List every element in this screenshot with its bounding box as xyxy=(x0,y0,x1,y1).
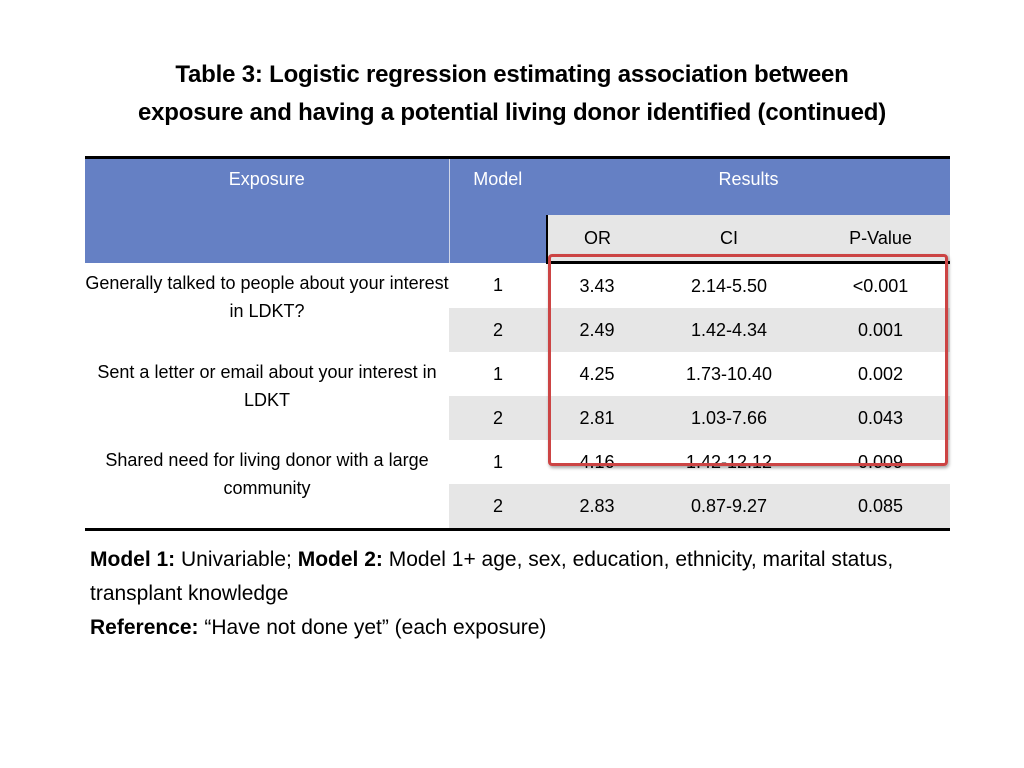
pvalue-cell: 0.009 xyxy=(811,440,951,484)
model2-label: Model 2: xyxy=(297,548,383,571)
header-or: OR xyxy=(546,215,647,264)
exposure-cell: Sent a letter or email about your intere… xyxy=(85,352,449,440)
reference-text: “Have not done yet” (each exposure) xyxy=(198,616,547,639)
pvalue-cell: 0.043 xyxy=(811,396,951,440)
table-notes: Model 1: Univariable; Model 2: Model 1+ … xyxy=(90,543,950,645)
title-line-2: exposure and having a potential living d… xyxy=(138,99,886,126)
header-results: Results xyxy=(547,156,951,215)
model2-text: Model 1+ age, sex, education, ethnicity,… xyxy=(90,548,894,605)
model-cell: 2 xyxy=(449,396,547,440)
ci-cell: 1.42-4.34 xyxy=(647,308,811,352)
table-row: Sent a letter or email about your intere… xyxy=(85,352,951,440)
table-row: Shared need for living donor with a larg… xyxy=(85,440,951,531)
model-cell: 1 xyxy=(449,262,547,308)
pvalue-cell: <0.001 xyxy=(811,262,951,308)
ci-cell: 1.73-10.40 xyxy=(647,352,811,396)
title-line-1: Table 3: Logistic regression estimating … xyxy=(175,61,849,88)
ci-cell: 2.14-5.50 xyxy=(647,262,811,308)
table-row: 2 2.49 1.42-4.34 0.001 xyxy=(85,308,951,352)
pvalue-cell: 0.001 xyxy=(811,308,951,352)
table-row: Generally talked to people about your in… xyxy=(85,262,951,352)
ci-cell: 1.42-12.12 xyxy=(647,440,811,484)
model-cell: 2 xyxy=(449,308,547,352)
header-model: Model xyxy=(449,156,547,263)
or-cell: 4.16 xyxy=(547,440,647,484)
exposure-cell: Shared need for living donor with a larg… xyxy=(85,440,449,531)
table-row: 2 2.81 1.03-7.66 0.043 xyxy=(85,396,951,440)
table-row: 2 2.83 0.87-9.27 0.085 xyxy=(85,484,951,531)
model-cell: 1 xyxy=(449,352,547,396)
or-cell: 2.49 xyxy=(547,308,647,352)
reference-label: Reference: xyxy=(90,616,199,639)
ci-cell: 0.87-9.27 xyxy=(647,484,811,531)
or-cell: 3.43 xyxy=(547,262,647,308)
model-cell: 2 xyxy=(449,484,547,531)
regression-table: Exposure Model Results OR CI P-Value Gen… xyxy=(85,156,951,531)
table-title: Table 3: Logistic regression estimating … xyxy=(0,56,1024,132)
header-exposure: Exposure xyxy=(85,156,450,263)
or-cell: 2.81 xyxy=(547,396,647,440)
header-ci: CI xyxy=(647,215,811,264)
exposure-cell: Generally talked to people about your in… xyxy=(85,262,449,352)
model1-label: Model 1: xyxy=(90,548,176,571)
or-cell: 2.83 xyxy=(547,484,647,531)
reference-note: Reference: “Have not done yet” (each exp… xyxy=(90,611,950,645)
pvalue-cell: 0.085 xyxy=(811,484,951,531)
model-cell: 1 xyxy=(449,440,547,484)
model1-text: Univariable; xyxy=(175,548,298,571)
model-note: Model 1: Univariable; Model 2: Model 1+ … xyxy=(90,543,950,611)
ci-cell: 1.03-7.66 xyxy=(647,396,811,440)
pvalue-cell: 0.002 xyxy=(811,352,951,396)
or-cell: 4.25 xyxy=(547,352,647,396)
header-pvalue: P-Value xyxy=(811,215,951,264)
